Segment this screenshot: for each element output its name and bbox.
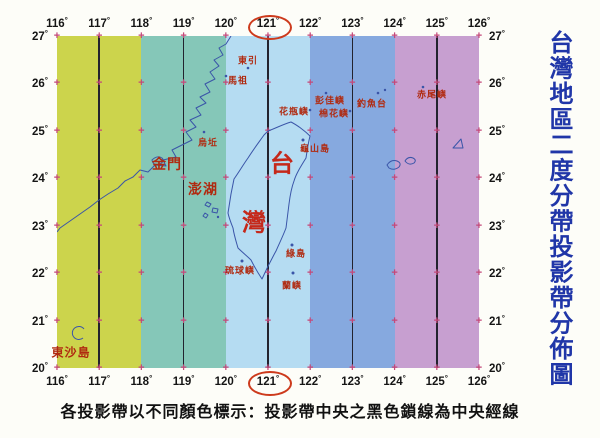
projection-map: + + + + + + + + + + + + + + + + + + + + + + + + + + + + + + + + + + + + + + + +… [51, 31, 482, 374]
lat-label-left-25: 25° [32, 123, 48, 138]
place-label-烏坵: 烏坵 [197, 137, 219, 148]
china-coastline [57, 36, 232, 233]
place-label-釣魚台: 釣魚台 [356, 98, 388, 109]
lon-label-top-122: 122° [298, 16, 322, 30]
lon-label-bottom-120: 120° [214, 374, 237, 388]
lat-label-left-26: 26° [32, 76, 48, 91]
lon-label-top-125: 125° [425, 16, 448, 30]
iriomote-island [386, 160, 401, 170]
lon-label-bottom-119: 119° [172, 374, 195, 388]
place-label-馬祖: 馬祖 [227, 75, 249, 86]
lon-label-top-118: 118° [130, 16, 153, 30]
lat-label-left-20: 20° [32, 361, 48, 375]
lon-label-top-119: 119° [172, 16, 195, 30]
highlight-ellipse-121-top [248, 15, 292, 40]
central-meridian-123 [351, 36, 354, 368]
lat-label-left-21: 21° [32, 313, 48, 328]
central-meridian-117 [98, 36, 100, 368]
ishigaki-island [404, 156, 416, 165]
place-label-澎湖: 澎湖 [188, 181, 218, 197]
lat-label-left-27: 27° [32, 29, 48, 43]
place-label-綠島: 綠島 [285, 248, 307, 259]
map-title: 台灣地區二度分帶投影帶分佈圖 [545, 30, 572, 387]
place-label-龜山島: 龜山島 [299, 143, 331, 154]
lat-label-left-23: 23° [32, 218, 48, 233]
central-meridian-119 [182, 36, 185, 368]
lat-label-right-20: 20° [489, 361, 505, 375]
place-label-蘭嶼: 蘭嶼 [281, 280, 303, 291]
lon-label-bottom-126: 126° [467, 374, 491, 388]
lon-label-bottom-118: 118° [130, 374, 153, 388]
lon-label-bottom-122: 122° [298, 374, 322, 388]
place-label-琉球嶼: 琉球嶼 [224, 265, 256, 276]
lon-label-top-126: 126° [467, 16, 491, 30]
lon-label-top-123: 123° [341, 16, 364, 30]
lon-label-bottom-116: 116° [46, 374, 68, 388]
kinmen-island [151, 156, 164, 165]
place-label-彭佳嶼: 彭佳嶼 [314, 95, 346, 106]
penghu-islands [202, 201, 219, 219]
islet-dots [202, 66, 425, 275]
lat-label-right-27: 27° [489, 29, 505, 43]
lat-label-right-22: 22° [489, 266, 505, 281]
lon-label-bottom-124: 124° [383, 374, 406, 388]
lon-label-top-116: 116° [46, 16, 68, 30]
lon-label-bottom-123: 123° [341, 374, 364, 388]
coastline-layer [57, 36, 464, 340]
place-label-棉花嶼: 棉花嶼 [318, 108, 350, 119]
lat-label-right-24: 24° [489, 171, 505, 186]
dongsha-atoll [71, 325, 85, 340]
taiwan-island [227, 121, 311, 280]
central-meridian-121 [267, 36, 269, 368]
lat-label-left-22: 22° [32, 266, 48, 281]
lon-label-bottom-125: 125° [425, 374, 448, 388]
place-label-赤尾嶼: 赤尾嶼 [416, 89, 448, 100]
lat-label-right-26: 26° [489, 76, 505, 91]
miyako-island [452, 138, 464, 149]
lon-label-top-117: 117° [88, 16, 111, 30]
legend-caption: 各投影帶以不同顏色標示：投影帶中央之黑色鎖線為中央經線 [60, 404, 520, 421]
place-label-金門: 金門 [152, 156, 182, 172]
place-label-灣: 灣 [242, 209, 266, 237]
highlight-ellipse-121-bottom [248, 371, 292, 396]
place-label-東沙島: 東沙島 [51, 345, 91, 360]
lon-label-top-120: 120° [214, 16, 237, 30]
place-label-東引: 東引 [237, 55, 259, 66]
lat-label-right-23: 23° [489, 218, 505, 233]
lon-label-top-124: 124° [383, 16, 406, 30]
central-meridian-125 [436, 36, 438, 368]
place-label-台: 台 [270, 150, 294, 178]
lat-label-right-21: 21° [489, 313, 505, 328]
lon-label-bottom-117: 117° [88, 374, 111, 388]
place-label-花瓶嶼: 花瓶嶼 [278, 106, 310, 117]
lat-label-left-24: 24° [32, 171, 48, 186]
lat-label-right-25: 25° [489, 123, 505, 138]
